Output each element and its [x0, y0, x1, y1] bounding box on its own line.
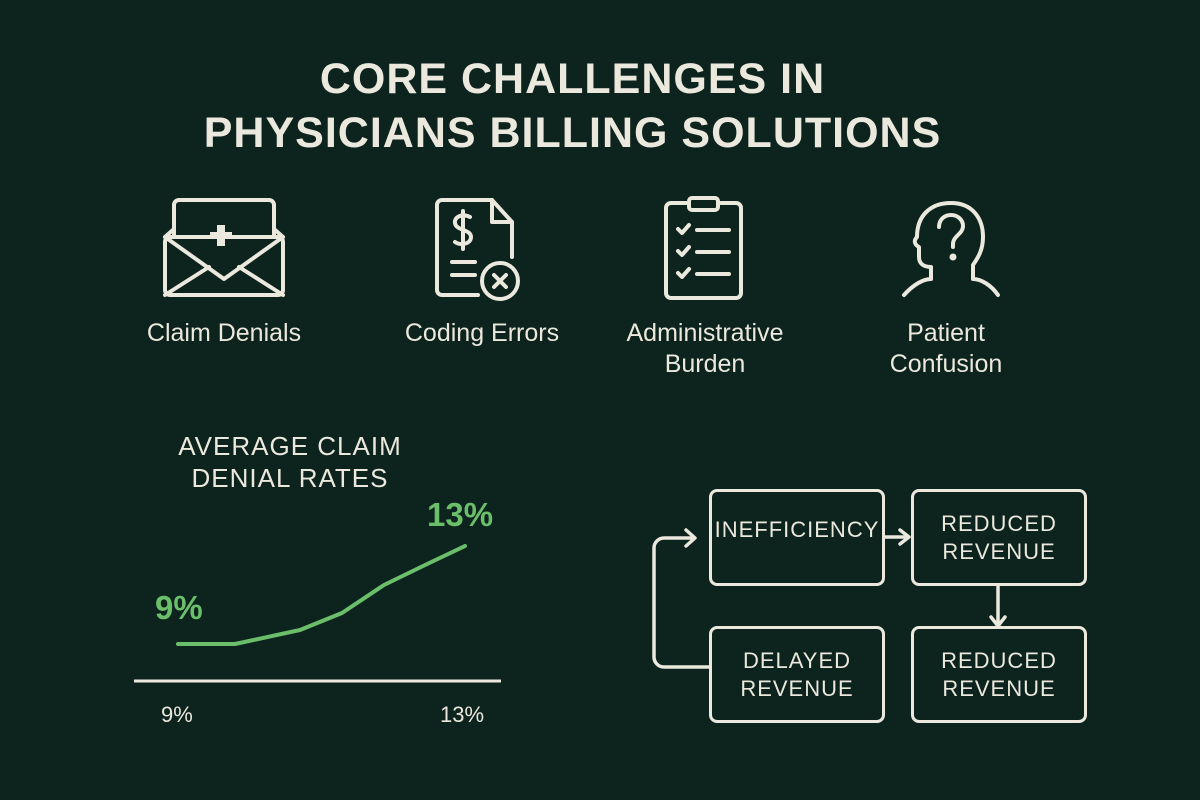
- label-administrative-burden: Administrative Burden: [626, 319, 784, 378]
- label-patient-confusion: Patient Confusion: [889, 319, 1003, 378]
- denial-rate-line: [176, 544, 467, 646]
- title-line-2: PHYSICIANS BILLING SOLUTIONS: [203, 109, 942, 157]
- flow-box-delayed-revenue: DELAYED REVENUE: [709, 626, 885, 723]
- page-title: CORE CHALLENGES IN PHYSICIANS BILLING SO…: [0, 52, 1145, 160]
- chart-title: AVERAGE CLAIM DENIAL RATES: [178, 431, 402, 493]
- challenge-coding-errors: [360, 195, 600, 305]
- arrow-reduced-to-reduced: [989, 583, 1007, 628]
- label-claim-denials: Claim Denials: [146, 319, 302, 347]
- flow-box-reduced-revenue-bottom: REDUCED REVENUE: [911, 626, 1087, 723]
- flow-box-inefficiency: INEFFICIENCY: [709, 489, 885, 586]
- arrow-delayed-to-inefficiency: [652, 528, 711, 669]
- label-coding-errors: Coding Errors: [404, 319, 560, 347]
- title-line-1: CORE CHALLENGES IN: [319, 55, 826, 103]
- chart-end-annotation: 13%: [427, 496, 494, 533]
- invoice-error-icon: [435, 198, 520, 301]
- clipboard-checklist-icon: [663, 196, 743, 300]
- x-axis-start-label: 9%: [161, 702, 193, 727]
- head-question-icon: [902, 201, 1000, 297]
- arrow-inefficiency-to-reduced: [883, 528, 911, 546]
- envelope-medical-icon: [163, 198, 285, 297]
- chart-start-annotation: 9%: [155, 589, 203, 626]
- challenge-claim-denials: [104, 195, 344, 300]
- x-axis-end-label: 13%: [440, 702, 485, 727]
- flow-box-reduced-revenue-top: REDUCED REVENUE: [911, 489, 1087, 586]
- challenge-patient-confusion: [831, 195, 1071, 303]
- challenge-administrative-burden: [583, 195, 823, 303]
